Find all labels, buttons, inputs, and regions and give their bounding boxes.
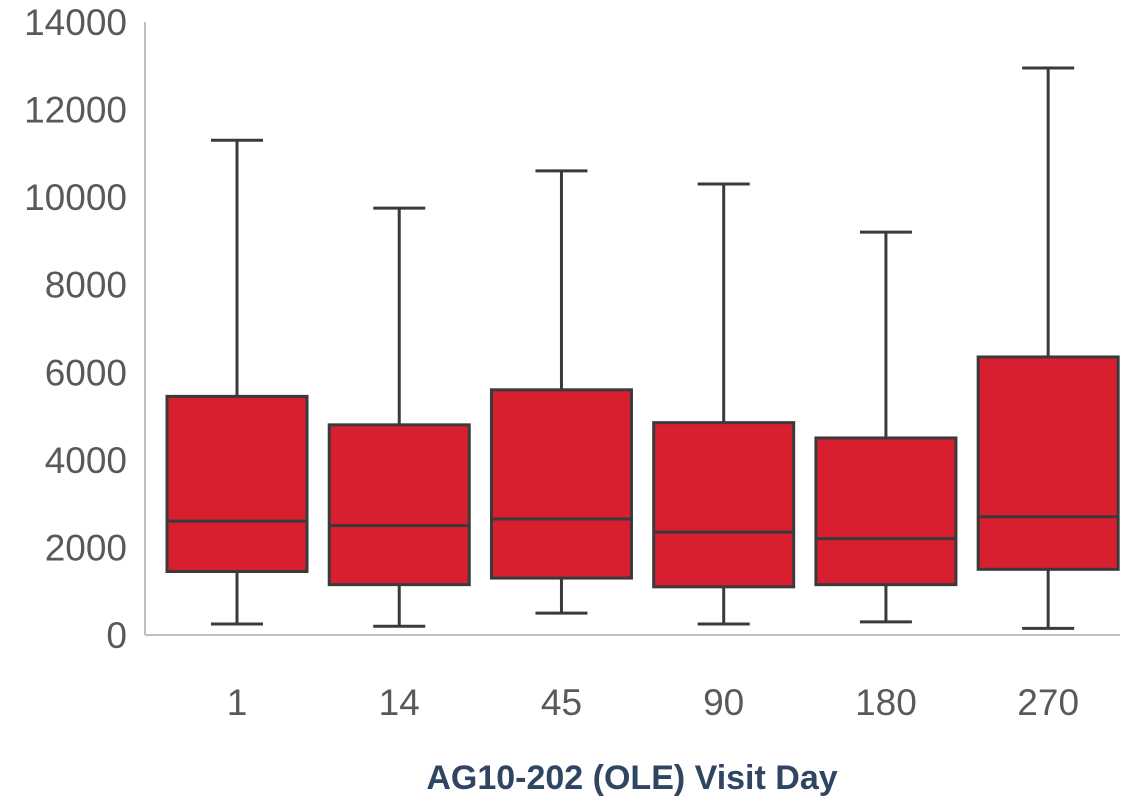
- y-tick-label: 14000: [24, 2, 127, 43]
- y-axis: 0 2000 4000 6000 8000 10000 12000 14000: [24, 2, 146, 656]
- box-day-14: [327, 206, 471, 628]
- y-tick-label: 4000: [45, 440, 127, 481]
- box-day-1: [165, 138, 309, 626]
- box-day-270: [976, 66, 1120, 630]
- x-tick-label: 180: [855, 682, 917, 723]
- x-tick-label: 270: [1017, 682, 1079, 723]
- box-day-90: [652, 182, 796, 626]
- iqr-box: [976, 355, 1120, 571]
- box-day-180: [814, 230, 958, 624]
- x-tick-label: 1: [227, 682, 248, 723]
- y-tick-label: 2000: [45, 527, 127, 568]
- y-tick-label: 10000: [24, 177, 127, 218]
- iqr-box: [814, 436, 958, 587]
- box-day-45: [489, 169, 633, 615]
- y-tick-label: 12000: [24, 90, 127, 131]
- x-tick-label: 14: [379, 682, 420, 723]
- y-tick-label: 6000: [45, 352, 127, 393]
- iqr-box: [165, 394, 309, 574]
- x-axis: 1 14 45 90 180 270: [145, 634, 1120, 723]
- x-axis-title: AG10-202 (OLE) Visit Day: [426, 759, 837, 796]
- iqr-box: [489, 388, 633, 580]
- box-series: [165, 66, 1120, 630]
- x-tick-label: 45: [541, 682, 582, 723]
- x-tick-label: 90: [703, 682, 744, 723]
- iqr-box: [327, 423, 471, 587]
- y-tick-label: 8000: [45, 265, 127, 306]
- iqr-box: [652, 421, 796, 589]
- y-tick-label: 0: [106, 615, 127, 656]
